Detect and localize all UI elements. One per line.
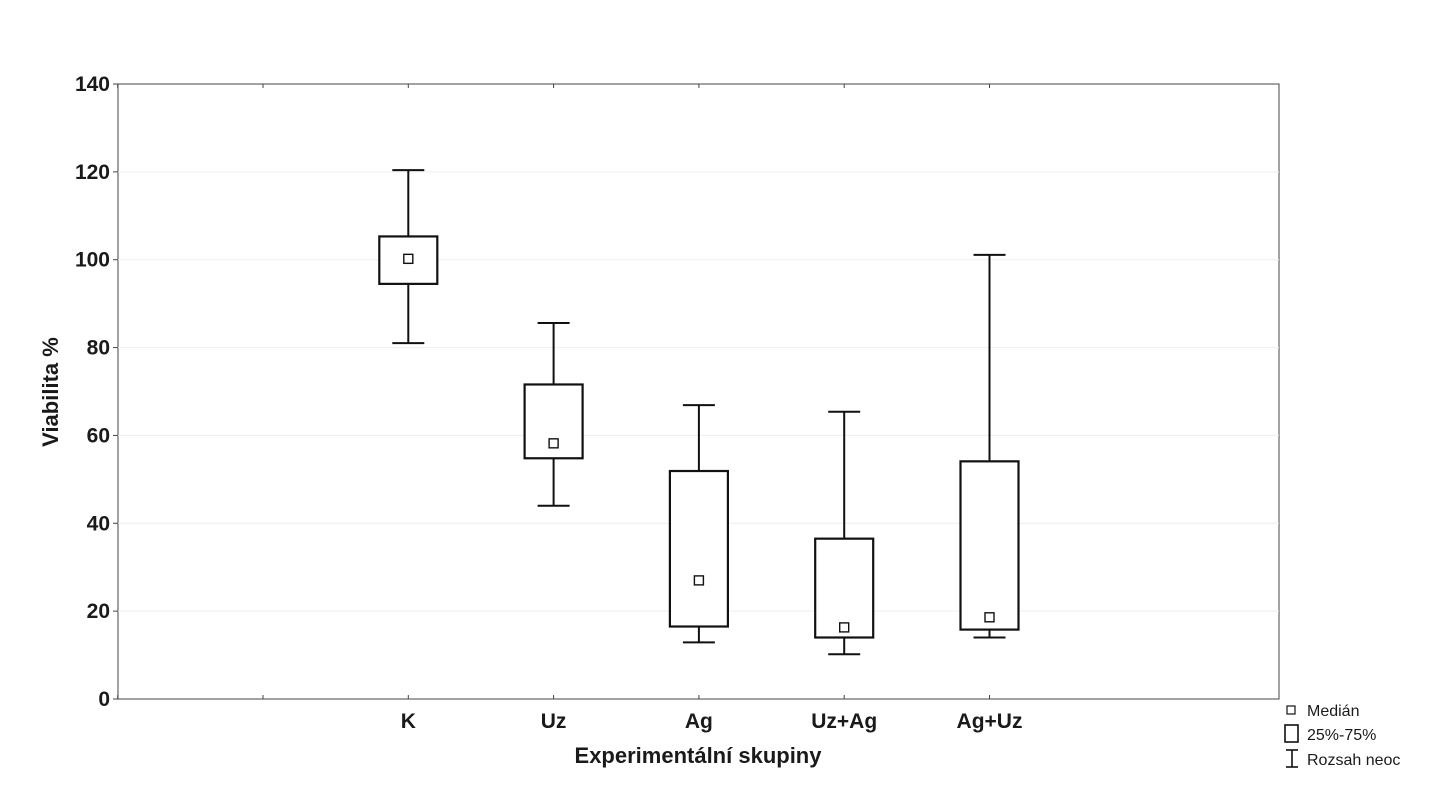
median-marker: [839, 622, 850, 633]
y-tick-label: 40: [87, 512, 110, 535]
y-tick-label: 120: [75, 161, 110, 184]
y-tick-label: 80: [87, 337, 110, 360]
x-tick-label: Ag: [685, 710, 713, 733]
y-tick-label: 140: [75, 73, 110, 96]
iqr-box: [814, 537, 875, 639]
legend-median-label: Medián: [1307, 703, 1359, 720]
y-tick-label: 20: [87, 600, 110, 623]
y-tick-label: 60: [87, 424, 110, 447]
iqr-box: [668, 469, 730, 628]
legend-box-label: 25%-75%: [1307, 727, 1376, 744]
median-marker: [548, 438, 559, 449]
grid-lines: [118, 171, 1279, 612]
median-marker: [984, 612, 995, 623]
x-tick-label: Ag+Uz: [957, 710, 1023, 733]
x-tick-label: Uz: [541, 710, 567, 733]
box-series: [378, 169, 1020, 656]
iqr-box: [959, 460, 1020, 631]
y-axis-title: Viabilita %: [38, 337, 63, 447]
legend-box-marker: [1284, 724, 1299, 743]
x-tick-label: K: [401, 710, 416, 733]
median-marker: [403, 253, 414, 265]
y-tick-label: 0: [98, 688, 110, 711]
x-axis-ticks: K Uz Ag Uz+Ag Ag+Uz: [117, 84, 1023, 733]
y-axis-ticks: 0 20 40 60 80 100 120 140: [75, 73, 118, 711]
legend-median-marker: [1286, 705, 1296, 715]
x-axis-title: Experimentální skupiny: [575, 743, 823, 768]
legend: Medián 25%-75% Rozsah neoc: [1284, 703, 1400, 769]
median-marker: [693, 575, 705, 586]
x-tick-label: Uz+Ag: [811, 710, 877, 733]
y-tick-label: 100: [75, 249, 110, 272]
legend-whisker-label: Rozsah neoc: [1307, 752, 1400, 769]
